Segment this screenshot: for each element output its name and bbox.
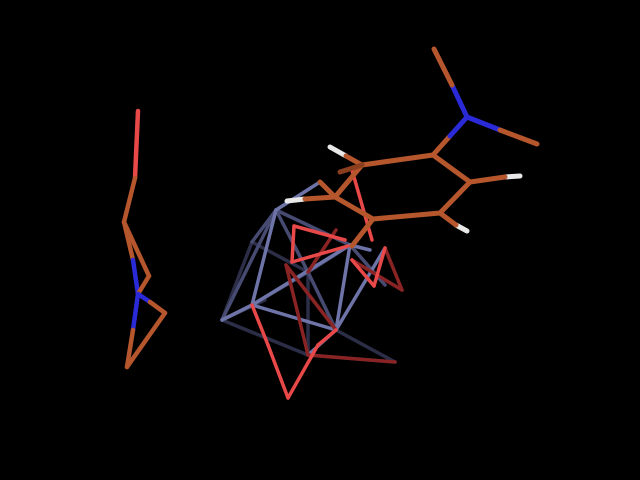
amine-fragment xyxy=(121,108,168,370)
metal-oxo-cage xyxy=(220,168,404,400)
dimethylaminophenyl-ligand xyxy=(284,46,540,249)
